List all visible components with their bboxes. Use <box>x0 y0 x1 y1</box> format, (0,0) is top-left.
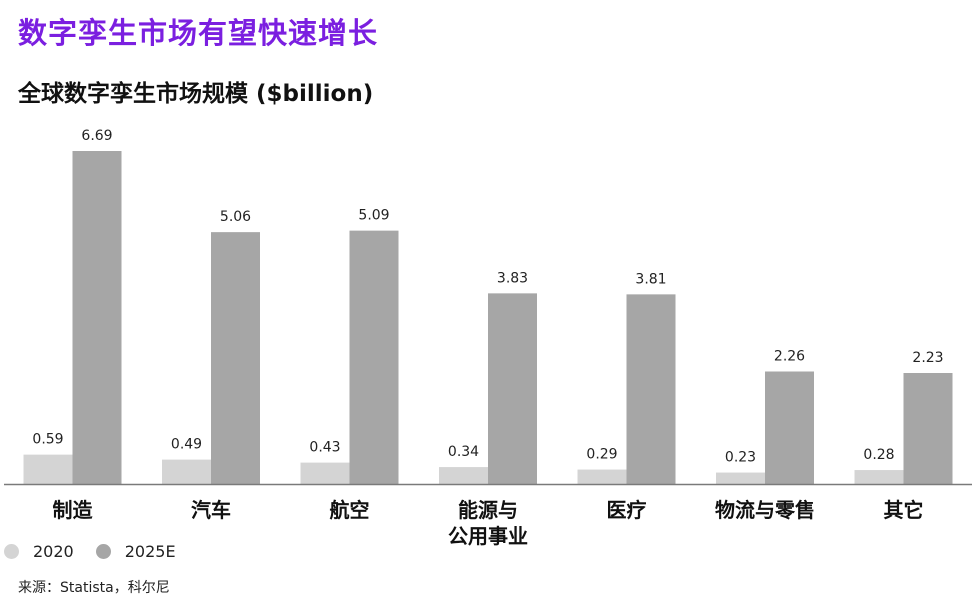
category-label-2: 航空 <box>330 498 370 522</box>
data-label-2025e-6: 2.23 <box>912 350 943 366</box>
bar-2025e-3 <box>488 293 537 484</box>
bar-2025e-2 <box>349 230 399 484</box>
data-label-2020-2: 0.43 <box>309 440 340 456</box>
category-label-1: 汽车 <box>191 498 231 522</box>
legend-label-2020: 2020 <box>33 542 74 561</box>
bar-2025e-1 <box>211 232 260 484</box>
bar-2020-4 <box>577 469 627 484</box>
category-label-5: 物流与零售 <box>715 498 815 522</box>
legend-swatch-2025e <box>95 544 111 559</box>
data-label-2025e-3: 3.83 <box>497 270 528 286</box>
data-label-2020-6: 0.28 <box>863 447 894 463</box>
headline: 数字孪生市场有望快速增长 <box>18 16 379 50</box>
bar-2020-2 <box>300 462 350 484</box>
bar-2020-5 <box>716 472 765 484</box>
legend-item-2020: 2020 <box>4 542 74 561</box>
bar-2020-1 <box>162 459 211 484</box>
data-label-2020-1: 0.49 <box>171 437 202 453</box>
data-label-2025e-0: 6.69 <box>81 128 112 144</box>
legend-item-2025e: 2025E <box>95 542 176 561</box>
data-label-2025e-1: 5.06 <box>220 209 251 225</box>
legend-swatch-2020 <box>4 544 19 559</box>
category-label-4: 医疗 <box>607 498 647 522</box>
category-label-3: 能源与公用事业 <box>448 498 528 548</box>
bar-2025e-6 <box>903 373 953 484</box>
data-label-2020-3: 0.34 <box>448 444 479 460</box>
data-label-2025e-5: 2.26 <box>774 349 805 365</box>
legend-label-2025e: 2025E <box>124 542 176 561</box>
bar-2020-0 <box>23 454 73 484</box>
bar-2025e-4 <box>626 294 676 484</box>
category-label-0: 制造 <box>53 498 94 522</box>
bar-2020-6 <box>854 470 904 484</box>
data-label-2025e-2: 5.09 <box>358 208 389 224</box>
bar-2020-3 <box>439 467 488 484</box>
data-label-2020-5: 0.23 <box>725 450 756 466</box>
data-label-2020-4: 0.29 <box>586 447 617 463</box>
category-label-6: 其它 <box>884 498 924 522</box>
bar-2025e-0 <box>72 151 122 484</box>
source-note: 来源：Statista，科尔尼 <box>18 580 170 596</box>
data-label-2025e-4: 3.81 <box>635 271 666 287</box>
legend: 2020 2025E <box>4 542 198 561</box>
bar-2025e-5 <box>765 371 814 484</box>
data-label-2020-0: 0.59 <box>32 432 63 448</box>
chart-title: 全球数字孪生市场规模 ($billion) <box>18 81 374 107</box>
